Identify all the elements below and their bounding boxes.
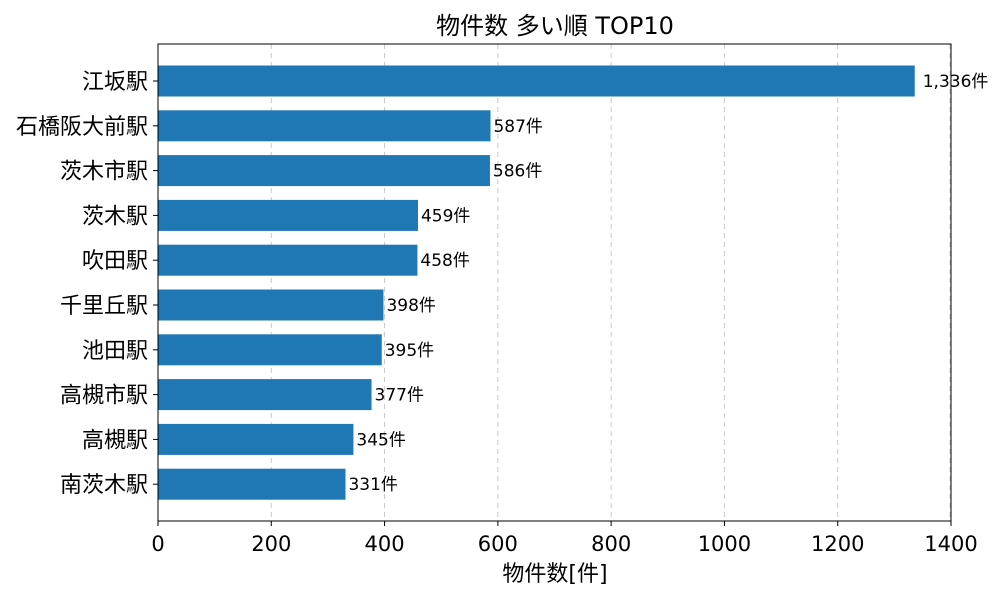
x-tick-label-2: 400 xyxy=(365,532,405,556)
data-label-0: 1,336件 xyxy=(923,72,989,92)
x-tick-label-1: 200 xyxy=(251,532,291,556)
category-label-2: 茨木市駅 xyxy=(60,160,148,185)
category-label-8: 高槻駅 xyxy=(82,428,148,453)
category-label-6: 池田駅 xyxy=(82,339,148,364)
bar-3 xyxy=(158,199,418,231)
data-label-4: 458件 xyxy=(420,251,469,271)
ticks-layer: 0 200 400 600 800 1000 1200 1400 xyxy=(151,80,978,556)
x-tick-label-7: 1400 xyxy=(924,532,977,556)
bar-2 xyxy=(158,155,490,187)
x-tick-label-4: 800 xyxy=(591,532,631,556)
data-label-2: 586件 xyxy=(493,162,542,182)
data-label-5: 398件 xyxy=(386,296,435,316)
axes-layer xyxy=(157,43,952,522)
x-tick-label-0: 0 xyxy=(151,532,164,556)
bars-layer xyxy=(158,65,915,500)
bar-8 xyxy=(158,423,354,455)
bar-5 xyxy=(158,289,384,321)
grid-layer xyxy=(270,44,951,521)
x-tick-label-3: 600 xyxy=(478,532,518,556)
category-label-3: 茨木駅 xyxy=(82,204,148,229)
data-label-9: 331件 xyxy=(348,475,397,495)
category-label-7: 高槻市駅 xyxy=(60,384,148,409)
category-label-1: 石橋阪大前駅 xyxy=(16,115,148,140)
data-label-6: 395件 xyxy=(385,341,434,361)
bar-6 xyxy=(158,334,382,366)
data-label-7: 377件 xyxy=(375,386,424,406)
bar-0 xyxy=(158,65,915,97)
bar-7 xyxy=(158,379,372,411)
x-tick-label-6: 1200 xyxy=(811,532,864,556)
x-axis-label: 物件数[件] xyxy=(502,562,607,587)
category-label-0: 江坂駅 xyxy=(82,70,148,95)
data-label-1: 587件 xyxy=(493,117,542,137)
bar-4 xyxy=(158,244,418,276)
data-label-8: 345件 xyxy=(356,430,405,450)
data-label-3: 459件 xyxy=(421,206,470,226)
x-tick-label-5: 1000 xyxy=(698,532,751,556)
bar-1 xyxy=(158,110,491,142)
category-label-9: 南茨木駅 xyxy=(60,473,148,498)
chart-title: 物件数 多い順 TOP10 xyxy=(436,12,674,40)
category-label-5: 千里丘駅 xyxy=(60,294,148,319)
bar-9 xyxy=(158,468,346,500)
category-label-4: 吹田駅 xyxy=(82,249,148,274)
plot-frame xyxy=(157,43,952,522)
